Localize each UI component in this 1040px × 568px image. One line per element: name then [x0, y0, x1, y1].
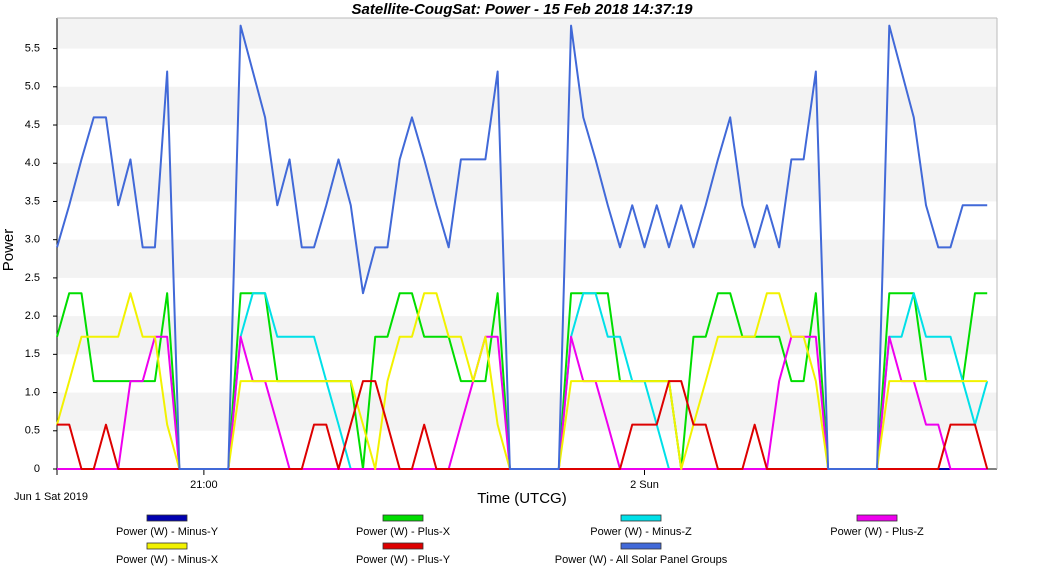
y-tick-label: 4.0	[25, 157, 40, 169]
legend-swatch	[382, 542, 424, 550]
y-tick-label: 2.5	[25, 272, 40, 284]
y-tick-label: 3.5	[25, 195, 40, 207]
x-tick-label: Jun 1 Sat 2019	[14, 491, 88, 503]
y-axis-label: Power	[0, 229, 17, 272]
chart-title: Satellite-CougSat: Power - 15 Feb 2018 1…	[352, 1, 694, 18]
legend-swatch	[856, 514, 898, 522]
legend-swatch	[146, 542, 188, 550]
grid-band	[57, 239, 997, 278]
x-tick-label: 2 Sun	[630, 479, 659, 491]
y-tick-label: 5.5	[25, 42, 40, 54]
grid-band	[57, 163, 997, 202]
grid-band	[57, 316, 997, 355]
series-line	[56, 24, 988, 470]
legend-swatch	[146, 514, 188, 522]
x-axis-label: Time (UTCG)	[477, 490, 566, 507]
x-tick-label: 21:00	[190, 479, 218, 491]
y-tick-label: 2.0	[25, 310, 40, 322]
y-tick-label: 5.0	[25, 81, 40, 93]
legend-label: Power (W) - Plus-Y	[356, 554, 451, 566]
grid-band	[57, 86, 997, 126]
legend-label: Power (W) - Plus-Z	[830, 526, 924, 538]
y-tick-label: 4.5	[25, 119, 40, 131]
y-tick-label: 3.0	[25, 234, 40, 246]
legend-label: Power (W) - Minus-Y	[116, 526, 219, 538]
legend-swatch	[620, 514, 662, 522]
legend-label: Power (W) - Minus-X	[116, 554, 219, 566]
y-tick-label: 0.5	[25, 425, 40, 437]
legend-label: Power (W) - Minus-Z	[590, 526, 692, 538]
plot-area	[57, 18, 997, 431]
y-tick-label: 0	[34, 463, 40, 475]
legend-label: Power (W) - Plus-X	[356, 526, 451, 538]
grid-band	[57, 392, 997, 431]
y-tick-label: 1.0	[25, 386, 40, 398]
legend-swatch	[382, 514, 424, 522]
legend-label: Power (W) - All Solar Panel Groups	[555, 554, 728, 566]
legend-swatch	[620, 542, 662, 550]
y-tick-label: 1.5	[25, 348, 40, 360]
grid-band	[57, 18, 997, 49]
